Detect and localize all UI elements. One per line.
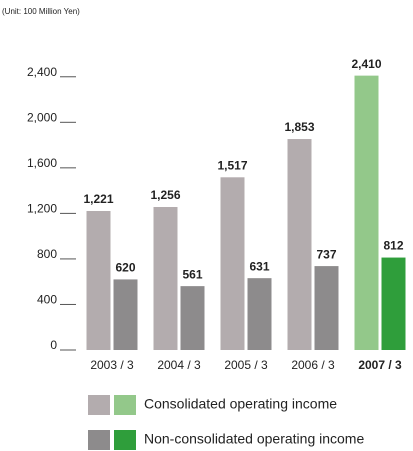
bar — [180, 286, 205, 350]
y-tick-label: 2,400 — [27, 65, 57, 79]
bar — [354, 75, 379, 350]
value-label: 631 — [249, 259, 269, 273]
legend-label: Non-consolidated operating income — [144, 431, 364, 447]
x-tick-label: 2006 / 3 — [291, 358, 335, 372]
legend-swatch — [88, 430, 110, 450]
value-label: 737 — [316, 247, 336, 261]
bar — [314, 266, 339, 350]
bar — [113, 279, 138, 350]
chart-subtitle: (Unit: 100 Million Yen) — [2, 7, 80, 16]
bar — [287, 139, 312, 350]
y-tick-label: 1,600 — [27, 156, 57, 170]
legend-swatch — [88, 395, 110, 415]
value-label: 1,221 — [83, 192, 113, 206]
x-tick-label: 2003 / 3 — [90, 358, 134, 372]
y-tick-label: 800 — [37, 247, 57, 261]
y-tick-label: 400 — [37, 293, 57, 307]
bar — [220, 177, 245, 350]
value-label: 1,517 — [217, 158, 247, 172]
value-label: 812 — [383, 239, 403, 253]
y-tick-label: 2,000 — [27, 110, 57, 124]
bar — [381, 257, 406, 350]
legend-label: Consolidated operating income — [144, 396, 337, 412]
bar — [153, 207, 178, 350]
value-label: 2,410 — [351, 57, 381, 71]
value-label: 620 — [115, 261, 135, 275]
bar — [86, 210, 111, 350]
x-tick-label: 2004 / 3 — [157, 358, 201, 372]
x-tick-label: 2007 / 3 — [358, 358, 402, 372]
value-label: 1,256 — [150, 188, 180, 202]
x-tick-label: 2005 / 3 — [224, 358, 268, 372]
legend-swatch — [114, 430, 136, 450]
y-tick-label: 0 — [50, 338, 57, 352]
value-label: 1,853 — [284, 120, 314, 134]
value-label: 561 — [182, 267, 202, 281]
y-tick-label: 1,200 — [27, 202, 57, 216]
bar — [247, 278, 272, 350]
legend-swatch — [114, 395, 136, 415]
